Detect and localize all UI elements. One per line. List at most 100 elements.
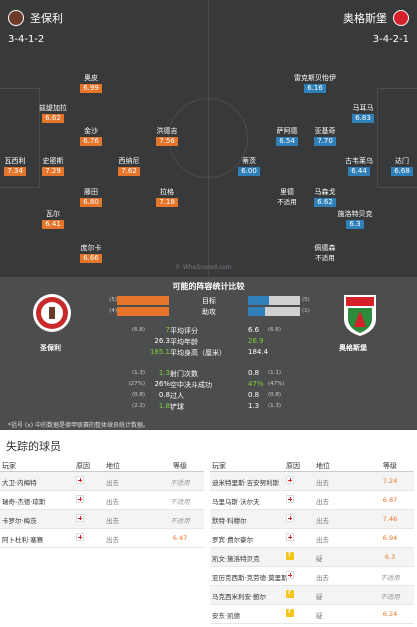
table-row[interactable]: 马克西米利安·鲍尔 疑 不适用	[210, 586, 414, 605]
home-stat-value: 185.1	[149, 348, 170, 356]
table-row[interactable]: 大卫·内梅特 出去 不适用	[0, 472, 204, 491]
table-header: 玩家 原因 地位 等级	[210, 458, 414, 472]
player-name[interactable]: 凯文·施洛特贝克	[212, 555, 260, 563]
player-name[interactable]: 迪米特里斯·吉安努利斯	[212, 479, 280, 487]
home-player[interactable]: 奥皮 6.99	[61, 74, 121, 93]
away-stat-value: 0.8	[248, 369, 260, 377]
stat-label: 空中决斗成功	[170, 381, 212, 389]
away-stat-value: 0.8	[248, 391, 260, 399]
home-player[interactable]: 洪德吉 7.56	[156, 127, 178, 146]
away-team-label: 奥格斯堡	[339, 344, 367, 352]
player-name[interactable]: 亚历克西斯·克劳德·莫里斯	[212, 574, 288, 582]
away-player[interactable]: 里德 不适用	[277, 188, 297, 206]
player-name[interactable]: 大卫·内梅特	[2, 479, 37, 487]
player-status: 出去	[106, 536, 119, 544]
home-player[interactable]: 瓦西利 7.34	[4, 157, 26, 176]
stat-row: 185.1 平均身高（厘米） 184.4	[110, 348, 310, 358]
player-name[interactable]: 阿卜杜利·塞赛	[2, 536, 44, 544]
injury-icon	[286, 533, 294, 541]
home-team-label: 圣保利	[40, 344, 61, 352]
home-team-header[interactable]: 圣保利	[8, 10, 63, 26]
player-rating: 7.24	[382, 477, 398, 485]
away-player[interactable]: 马森戈 6.62	[314, 188, 336, 207]
home-player[interactable]: 藤田 6.80	[61, 188, 121, 207]
home-stat-value: 26%	[154, 380, 170, 388]
table-row[interactable]: 罗宾·费尔豪尔 出去 6.94	[210, 529, 414, 548]
away-formation: 3-4-2-1	[372, 34, 409, 45]
home-player[interactable]: 兹缇加拉 6.62	[39, 104, 67, 123]
home-player[interactable]: 拉格 7.18	[137, 188, 197, 207]
player-rating: 不适用	[380, 593, 400, 601]
home-crest-icon	[8, 10, 24, 26]
stat-label: 铲球	[170, 403, 184, 411]
player-name[interactable]: 马里乌斯·沃尔夫	[212, 498, 260, 506]
home-assists-bar	[117, 307, 169, 316]
home-stat-value: 1.3	[158, 369, 170, 377]
away-player[interactable]: 雷克斯贝怡伊 6.16	[294, 74, 336, 93]
player-name[interactable]: 瑞奇-杰德·琼斯	[2, 498, 46, 506]
player-rating: 6.87	[382, 496, 398, 504]
table-row[interactable]: 瑞奇-杰德·琼斯 出去 不适用	[0, 491, 204, 510]
home-missing-table: 玩家 原因 地位 等级 大卫·内梅特 出去 不适用 瑞奇-杰德·琼斯 出去 不适用 卡罗尔·…	[0, 458, 204, 548]
player-name[interactable]: 安东·凯德	[212, 612, 241, 620]
away-player[interactable]: 蒂茨 6.00	[219, 157, 279, 176]
away-stat-value: 1.3	[248, 402, 260, 410]
injury-icon	[76, 495, 84, 503]
table-row[interactable]: 迪米特里斯·吉安努利斯 出去 7.24	[210, 472, 414, 491]
missing-players: 失踪的球员 玩家 原因 地位 等级 大卫·内梅特 出去 不适用 瑞奇-杰德·琼斯 出去不…	[0, 432, 417, 627]
player-name[interactable]: 默特·科穆尔	[212, 517, 247, 525]
player-rating: 6.24	[382, 610, 398, 618]
stat-label: 平均评分	[170, 327, 198, 335]
away-player[interactable]: 佩德森 不适用	[314, 244, 336, 262]
home-player[interactable]: 瓦尔 6.41	[23, 210, 83, 229]
player-rating: 不适用	[170, 498, 190, 506]
away-player[interactable]: 施洛特贝克 6.3	[337, 210, 373, 229]
table-row[interactable]: 亚历克西斯·克劳德·莫里斯 出去 不适用	[210, 567, 414, 586]
home-league-avg: (6.8)	[131, 327, 145, 333]
home-stat-value: 1.8	[158, 402, 170, 410]
player-rating: 不适用	[380, 574, 400, 582]
player-status: 出去	[106, 479, 119, 487]
table-row[interactable]: 凯文·施洛特贝克 疑 6.3	[210, 548, 414, 567]
player-status: 出去	[316, 479, 329, 487]
watermark: © WhoScored.com	[175, 264, 232, 271]
home-player[interactable]: 西纳尼 7.62	[118, 157, 140, 176]
away-player[interactable]: 古韦莱乌 6.44	[345, 157, 373, 176]
player-name[interactable]: 罗宾·费尔豪尔	[212, 536, 254, 544]
player-status: 出去	[316, 517, 329, 525]
table-row[interactable]: 阿卜杜利·塞赛 出去 6.47	[0, 529, 204, 548]
player-name[interactable]: 卡罗尔·梅茨	[2, 517, 37, 525]
away-goals-bar	[248, 296, 300, 305]
table-row[interactable]: 安东·凯德 疑 6.24	[210, 605, 414, 624]
table-row[interactable]: 马里乌斯·沃尔夫 出去 6.87	[210, 491, 414, 510]
player-status: 出去	[316, 498, 329, 506]
injury-icon	[286, 495, 294, 503]
away-team-header[interactable]: 奥格斯堡	[343, 10, 409, 26]
away-stat-value: 6.6	[248, 326, 260, 334]
table-row[interactable]: 卡罗尔·梅茨 出去 不适用	[0, 510, 204, 529]
player-status: 疑	[316, 593, 323, 601]
player-name[interactable]: 马克西米利安·鲍尔	[212, 593, 267, 601]
home-player[interactable]: 史密斯 7.29	[42, 157, 64, 176]
lineup-pitch: 圣保利 3-4-1-2 奥格斯堡 3-4-2-1 瓦西利 7.34 史密斯 7.29…	[0, 0, 417, 277]
away-player[interactable]: 达门 6.68	[372, 157, 417, 176]
away-player[interactable]: 萨阿德 6.54	[276, 127, 298, 146]
home-league-avg: (2.2)	[131, 403, 145, 409]
player-rating: 不适用	[170, 517, 190, 525]
away-league-avg: (1.1)	[268, 370, 282, 376]
injury-icon	[286, 571, 294, 579]
away-player[interactable]: 亚基奇 7.70	[314, 127, 336, 146]
home-player[interactable]: 庞尔卡 6.66	[80, 244, 102, 263]
away-league-avg: (0.8)	[268, 392, 282, 398]
player-rating: 不适用	[170, 479, 190, 487]
injury-icon	[76, 476, 84, 484]
away-player[interactable]: 马耳马 6.83	[352, 104, 374, 123]
injury-icon	[76, 533, 84, 541]
home-league-avg: (1.3)	[131, 370, 145, 376]
player-status: 出去	[106, 517, 119, 525]
comparison-note: *括号 (x) 中的数据是德甲联赛的整体球员统计数据。	[8, 422, 150, 429]
table-row[interactable]: 默特·科穆尔 出去 7.46	[210, 510, 414, 529]
home-player[interactable]: 金沙 6.76	[61, 127, 121, 146]
stat-row: 26.3 平均年龄 26.9	[110, 337, 310, 347]
stat-row: (0.8) 0.8 过人 0.8 (0.8)	[110, 391, 310, 401]
